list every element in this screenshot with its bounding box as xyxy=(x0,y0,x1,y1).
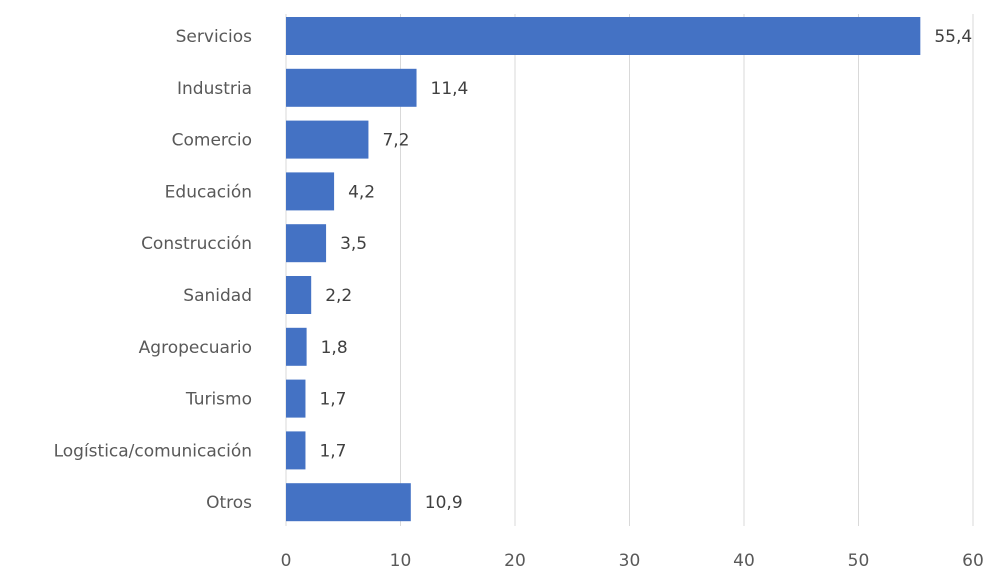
category-label: Logística/comunicación xyxy=(54,441,252,461)
category-labels: Servicios Industria Comercio Educación Const… xyxy=(54,27,253,513)
bar xyxy=(286,379,306,418)
bar xyxy=(286,120,369,159)
data-label: 4,2 xyxy=(348,182,375,202)
x-tick-label: 0 xyxy=(281,551,292,571)
x-axis-tick-labels: 0 10 20 30 40 50 60 xyxy=(281,551,984,571)
bar xyxy=(286,483,411,522)
bars xyxy=(286,17,921,522)
x-tick-label: 20 xyxy=(504,551,526,571)
data-label: 10,9 xyxy=(425,493,463,513)
category-label: Educación xyxy=(165,182,252,202)
bar xyxy=(286,224,327,263)
x-tick-label: 40 xyxy=(733,551,755,571)
category-label: Turismo xyxy=(185,390,252,410)
data-label: 11,4 xyxy=(431,79,469,99)
x-tick-label: 50 xyxy=(848,551,870,571)
bar xyxy=(286,68,417,107)
data-label: 1,7 xyxy=(319,390,346,410)
category-label: Servicios xyxy=(176,27,252,47)
x-tick-label: 10 xyxy=(390,551,412,571)
data-label: 1,8 xyxy=(321,338,348,358)
category-label: Agropecuario xyxy=(139,338,252,358)
data-label: 3,5 xyxy=(340,234,367,254)
category-label: Construcción xyxy=(141,234,252,254)
x-tick-label: 60 xyxy=(962,551,984,571)
category-label: Industria xyxy=(177,79,252,99)
category-label: Comercio xyxy=(172,131,252,151)
bar xyxy=(286,276,312,314)
data-label: 7,2 xyxy=(382,131,409,151)
bar xyxy=(286,327,307,366)
data-label: 2,2 xyxy=(325,286,352,306)
data-labels: 55,4 11,4 7,2 4,2 3,5 2,2 1,8 1,7 1,7 10,9 xyxy=(319,27,972,513)
data-label: 1,7 xyxy=(319,441,346,461)
bar xyxy=(286,172,335,211)
data-label: 55,4 xyxy=(934,27,972,47)
bar xyxy=(286,431,306,470)
category-label: Otros xyxy=(206,493,252,513)
bar xyxy=(286,17,921,55)
category-label: Sanidad xyxy=(183,286,252,306)
x-tick-label: 30 xyxy=(619,551,641,571)
